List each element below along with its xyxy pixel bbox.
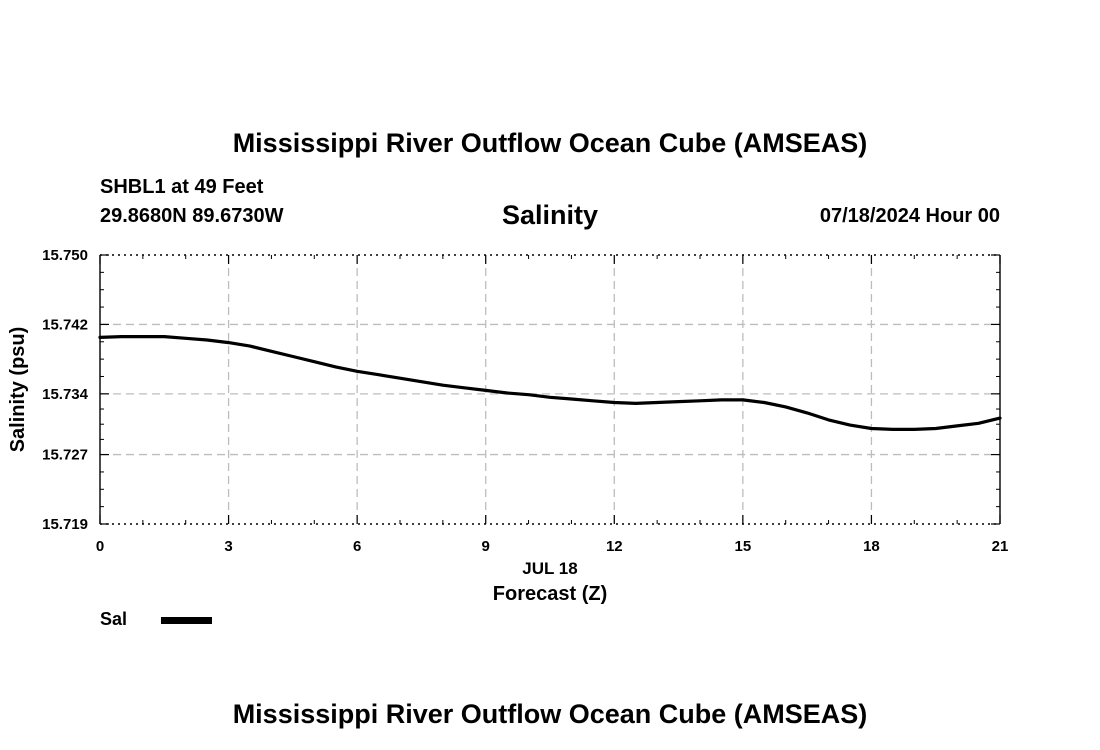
chart-title: Mississippi River Outflow Ocean Cube (AM… [232, 128, 868, 158]
y-tick-label: 15.750 [42, 247, 88, 264]
legend-swatch [161, 617, 212, 624]
x-tick-label: 6 [353, 538, 361, 555]
x-tick-label: 18 [863, 538, 880, 555]
chart-series [98, 335, 1002, 431]
x-tick-label: 9 [482, 538, 490, 555]
forecast-datetime: 07/18/2024 Hour 00 [819, 205, 1000, 227]
y-tick-label: 15.742 [42, 316, 88, 333]
parameter-title: Salinity [501, 200, 599, 230]
y-tick-label: 15.734 [42, 386, 89, 403]
series-line-sal [98, 335, 1002, 431]
station-coordinates: 29.8680N 89.6730W [100, 205, 284, 227]
chart-ticks [99, 254, 1001, 525]
chart-axes [99, 254, 1001, 525]
legend-label: Sal [100, 609, 128, 629]
y-axis-label: Salinity (psu) [7, 327, 29, 453]
y-tick-label: 15.719 [42, 516, 88, 533]
x-tick-label: 21 [992, 538, 1009, 555]
x-tick-label: 0 [96, 538, 104, 555]
chart-axis-labels: 0 3 6 9 12 15 18 21 15.719 15.727 15.734 15.742 15.7… [7, 247, 1008, 605]
chart-grid [100, 255, 1000, 524]
station-label: SHBL1 at 49 Feet [100, 176, 264, 198]
x-axis-label: Forecast (Z) [493, 583, 607, 605]
x-axis-date-label: JUL 18 [522, 559, 577, 578]
x-tick-label: 3 [224, 538, 232, 555]
footer-title: Mississippi River Outflow Ocean Cube (AM… [232, 699, 868, 729]
y-tick-label: 15.727 [42, 447, 88, 464]
x-tick-label: 15 [735, 538, 752, 555]
x-tick-label: 12 [606, 538, 623, 555]
